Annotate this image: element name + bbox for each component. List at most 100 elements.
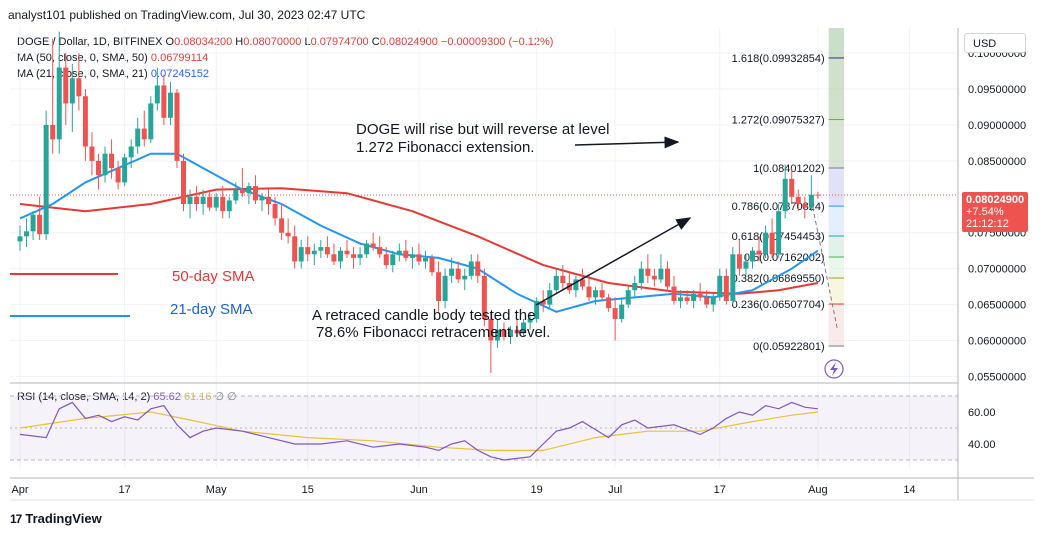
footer-logo-text: TradingView: [25, 511, 102, 526]
candle-body: [671, 286, 677, 301]
candle-body: [782, 178, 788, 212]
annotations: DOGE will rise but will reverse at level…: [10, 121, 844, 379]
candle-body: [82, 96, 88, 147]
candle-body: [455, 268, 461, 280]
candle-body: [645, 268, 651, 276]
fib-level-label: 0.382(0.06869550): [732, 273, 825, 285]
rsi-line: [19, 401, 818, 461]
candle-body: [494, 329, 500, 341]
candle-body: [723, 275, 729, 301]
candle-body: [736, 254, 742, 269]
candle-body: [501, 329, 507, 337]
candle-body: [756, 250, 762, 255]
candle-body: [462, 275, 468, 280]
candle-body: [449, 268, 455, 276]
price-tick-label: 0.08500000: [968, 156, 1026, 168]
candle-body: [409, 254, 415, 258]
candle-body: [285, 232, 291, 237]
ma50-legend: MA (50, close, 0, SMA, 50) 0.06799114: [17, 52, 208, 64]
candle-body: [383, 254, 389, 266]
candle-body: [128, 146, 134, 158]
candle-body: [311, 250, 317, 255]
change-value: −0.00009300 (−0.12%): [440, 36, 554, 48]
candle-body: [344, 250, 350, 255]
candle-body: [717, 275, 723, 298]
candle-body: [436, 272, 442, 301]
candle-body: [122, 157, 128, 183]
high-label: H: [235, 36, 244, 48]
ma50-label: MA (50, close, 0, SMA, 50): [17, 52, 148, 64]
time-tick-label: Jul: [608, 484, 622, 496]
candle-body: [403, 250, 409, 258]
candle-body: [305, 247, 311, 255]
candle-body: [743, 261, 749, 269]
ma50-value: 0.06799114: [150, 52, 209, 64]
candle-body: [167, 92, 173, 118]
rsi-value: 65.62: [153, 391, 181, 403]
candle-body: [527, 318, 533, 323]
time-tick-label: 19: [531, 484, 543, 496]
time-tick-label: 17: [119, 484, 131, 496]
price-badge: 0.08024900 +7.54% 21:12:12: [962, 192, 1028, 232]
time-tick-label: 15: [302, 484, 314, 496]
candle-body: [220, 196, 226, 212]
candle-body: [37, 214, 43, 235]
candle-body: [802, 204, 808, 208]
rsi-ma-value: 61.16: [183, 391, 212, 403]
candle-body: [233, 189, 239, 201]
rsi-tick-label: 40.00: [968, 439, 996, 451]
rsi-symbols: ∅ ∅: [214, 391, 237, 403]
fib-level-label: 1.618(0.09932854): [732, 53, 825, 65]
candle-body: [422, 257, 428, 262]
candle-body: [429, 257, 435, 273]
candle-body: [115, 168, 121, 183]
candles: [17, 31, 838, 373]
currency-button[interactable]: USD: [964, 33, 1026, 53]
candle-body: [599, 290, 605, 298]
candle-body: [377, 247, 383, 255]
fib-band: [828, 206, 845, 237]
high-value: 0.08070000: [243, 36, 302, 48]
candle-body: [704, 297, 710, 305]
time-tick-label: Apr: [11, 484, 28, 496]
fib-level-label: 1(0.08401202): [753, 163, 825, 175]
candle-body: [56, 67, 62, 140]
candle-body: [252, 186, 258, 201]
candle-body: [63, 67, 69, 104]
candle-body: [769, 232, 775, 255]
candle-body: [678, 297, 684, 301]
candle-body: [540, 300, 546, 305]
candle-body: [102, 153, 108, 176]
annotation-top-text: 1.272 Fibonacci extension.: [356, 139, 534, 156]
candle-body: [514, 329, 520, 334]
candle-body: [246, 186, 252, 194]
candle-body: [95, 160, 101, 176]
publisher-line: analyst101 published on TradingView.com,…: [8, 8, 366, 22]
rsi-legend: RSI (14, close, SMA, 14, 2) 65.62 61.16 …: [17, 390, 237, 403]
candle-body: [200, 196, 206, 204]
candle-body: [76, 78, 82, 97]
candle-body: [141, 128, 147, 140]
candle-body: [593, 290, 599, 298]
annotation-bottom-text: 78.6% Fibonacci retracement level.: [316, 324, 550, 341]
candle-body: [298, 247, 304, 262]
candle-body: [508, 329, 513, 337]
candle-body: [239, 189, 245, 194]
candle-body: [632, 283, 638, 291]
fib-band: [828, 278, 845, 305]
candle-body: [573, 279, 579, 291]
footer-logo[interactable]: 17 TradingView: [10, 511, 102, 526]
candle-body: [579, 279, 585, 287]
candle-body: [481, 275, 487, 319]
time-tick-label: Jun: [410, 484, 428, 496]
candle-body: [213, 196, 219, 208]
projection-dashed-line: [810, 200, 838, 330]
fib-band: [828, 167, 845, 207]
annotation-top-text: DOGE will rise but will reverse at level: [356, 121, 609, 138]
candle-body: [763, 232, 769, 255]
time-tick-label: 14: [903, 484, 915, 496]
candle-body: [135, 128, 141, 147]
candle-body: [488, 318, 494, 341]
candle-body: [651, 275, 657, 280]
